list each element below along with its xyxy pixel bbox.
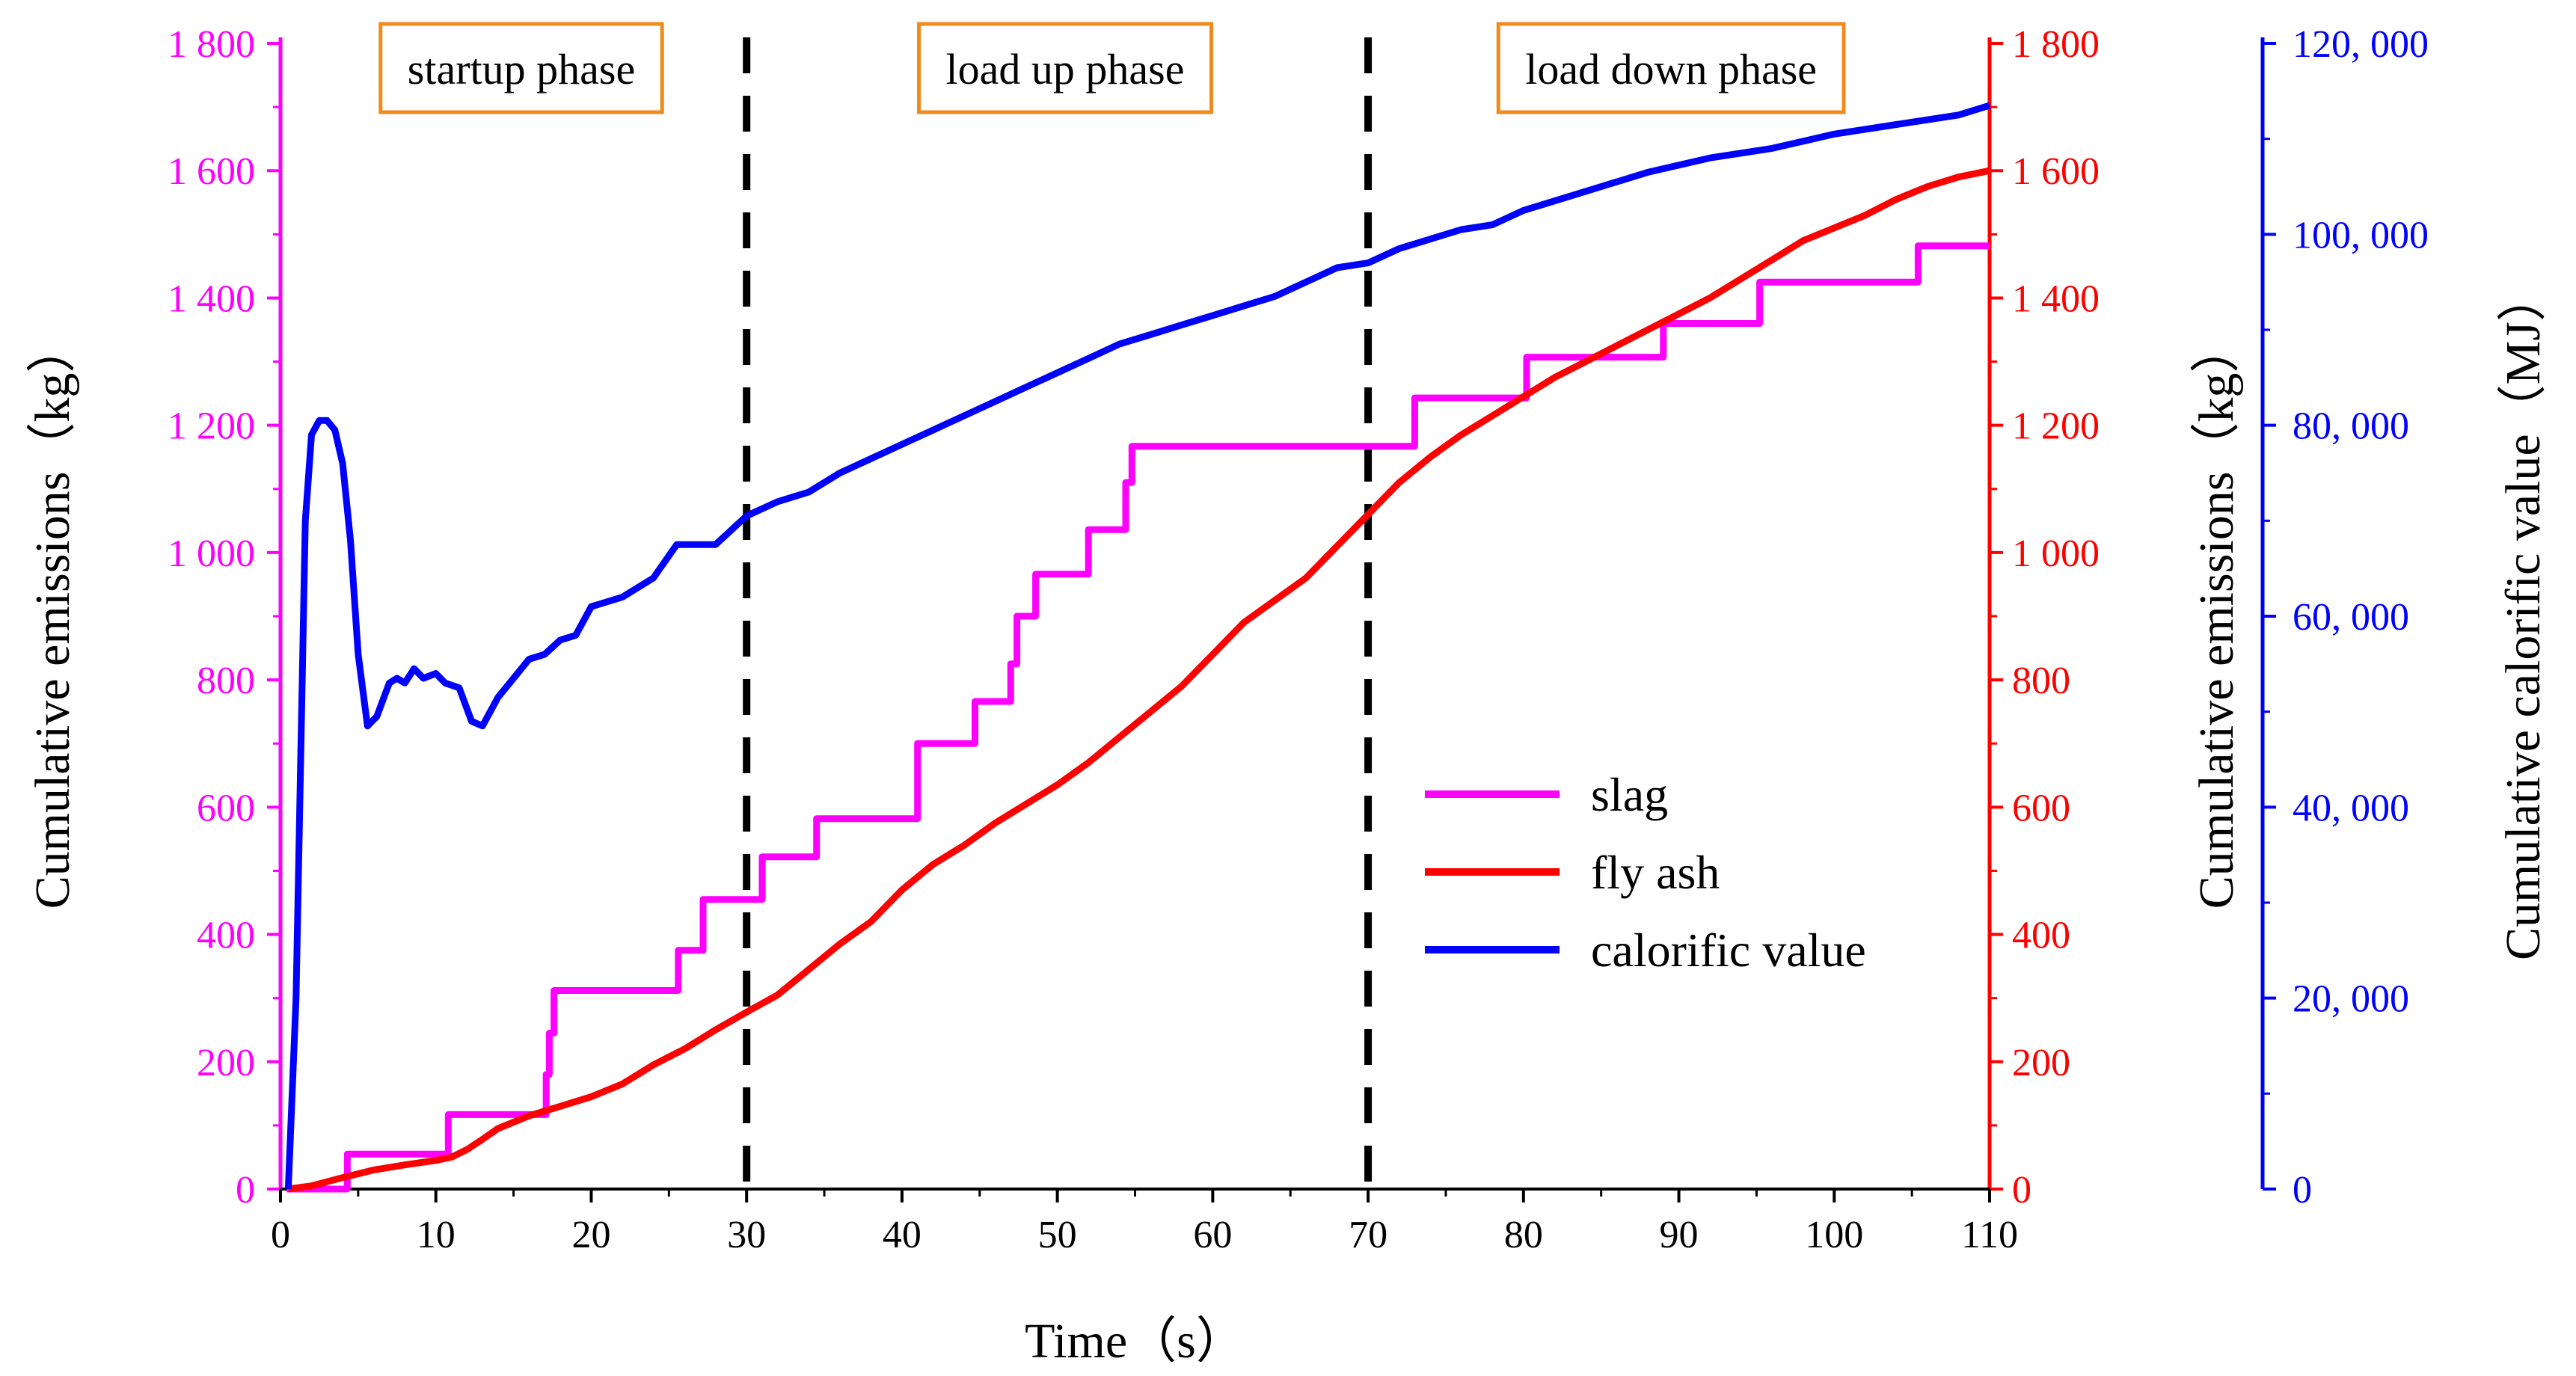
left-axis-tick-label: 0 xyxy=(236,1169,255,1211)
left-axis-tick-label: 600 xyxy=(197,787,255,829)
series-line-fly-ash xyxy=(287,167,1990,1193)
left-axis-tick-label: 1 400 xyxy=(168,277,255,320)
legend-label: calorific value xyxy=(1591,924,1866,977)
right-axis-1-tick-label: 1 400 xyxy=(2012,277,2100,320)
phase-label: load down phase xyxy=(1525,45,1817,93)
left-axis-tick-label: 200 xyxy=(197,1042,255,1084)
x-axis-tick-label: 40 xyxy=(883,1214,921,1256)
right-axis-2-tick-label: 80, 000 xyxy=(2293,405,2409,448)
right-axis-2-title: Cumulative calorific value（MJ） xyxy=(2496,272,2551,960)
x-axis-tick-label: 10 xyxy=(417,1214,456,1256)
left-axis-tick-label: 400 xyxy=(197,915,255,957)
right-axis-1-tick-label: 1 800 xyxy=(2012,23,2100,66)
phase-label: startup phase xyxy=(408,45,635,93)
right-axis-2-tick-label: 20, 000 xyxy=(2293,978,2409,1021)
right-axis-2-tick-label: 40, 000 xyxy=(2293,787,2409,829)
right-axis-1-tick-label: 400 xyxy=(2012,915,2070,957)
right-axis-1-title: Cumulative emissions（kg） xyxy=(2189,324,2244,909)
phase-label-box xyxy=(378,22,664,114)
right-axis-1-tick-label: 1 600 xyxy=(2012,150,2100,193)
x-axis-tick-label: 80 xyxy=(1504,1214,1543,1256)
right-axis-1-tick-label: 1 200 xyxy=(2012,405,2100,448)
x-axis-title: Time（s） xyxy=(1025,1314,1245,1369)
phase-label-box xyxy=(917,22,1213,114)
x-axis-tick-label: 90 xyxy=(1660,1214,1699,1256)
right-axis-1-tick-label: 600 xyxy=(2012,787,2070,829)
x-axis-tick-label: 50 xyxy=(1038,1214,1077,1256)
right-axis-2-tick-label: 100, 000 xyxy=(2293,214,2429,257)
left-axis-tick-label: 1 200 xyxy=(168,405,255,448)
series-line-calorific-value xyxy=(284,102,1991,1190)
right-axis-1-tick-label: 800 xyxy=(2012,660,2070,702)
series-line-slag xyxy=(286,242,1990,1193)
x-axis-tick-label: 60 xyxy=(1193,1214,1232,1256)
x-axis-tick-label: 110 xyxy=(1961,1214,2018,1256)
right-axis-1-tick-label: 1 000 xyxy=(2012,532,2100,575)
right-axis-2-tick-label: 0 xyxy=(2293,1169,2312,1211)
phase-label: load up phase xyxy=(946,45,1185,93)
right-axis-2-tick-label: 120, 000 xyxy=(2293,23,2429,66)
x-axis-tick-label: 0 xyxy=(271,1214,290,1256)
left-axis-title: Cumulative emissions（kg） xyxy=(25,324,80,909)
right-axis-1-tick-label: 0 xyxy=(2012,1169,2031,1211)
legend-label: slag xyxy=(1591,768,1668,821)
x-axis-tick-label: 100 xyxy=(1805,1214,1863,1256)
x-axis-tick-label: 70 xyxy=(1349,1214,1387,1256)
phase-label-box xyxy=(1496,22,1846,114)
x-axis-tick-label: 20 xyxy=(571,1214,610,1256)
right-axis-1-tick-label: 200 xyxy=(2012,1042,2070,1084)
left-axis-tick-label: 800 xyxy=(197,660,255,702)
right-axis-2-tick-label: 60, 000 xyxy=(2293,596,2409,639)
x-axis-tick-label: 30 xyxy=(727,1214,766,1256)
left-axis-tick-label: 1 800 xyxy=(168,23,255,66)
left-axis-tick-label: 1 000 xyxy=(168,532,255,575)
legend-label: fly ash xyxy=(1591,846,1720,899)
left-axis-tick-label: 1 600 xyxy=(168,150,255,193)
